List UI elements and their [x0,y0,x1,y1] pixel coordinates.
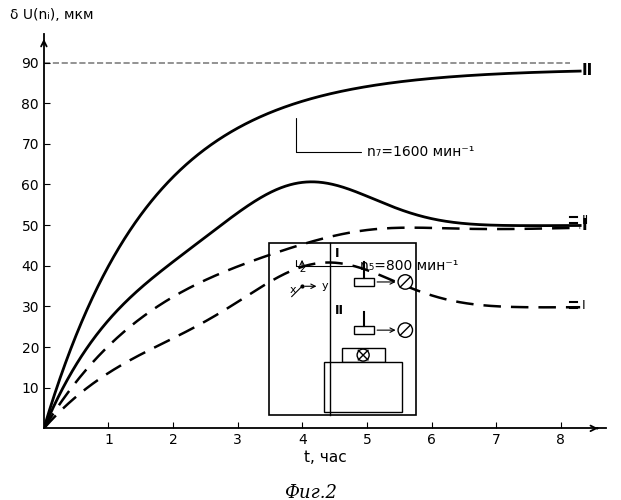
Text: I: I [581,298,585,312]
Text: Фиг.2: Фиг.2 [284,484,337,500]
Text: I: I [581,218,587,232]
Text: II: II [581,214,589,226]
Text: II: II [581,63,592,78]
Text: n₇=1600 мин⁻¹: n₇=1600 мин⁻¹ [296,118,474,159]
Text: n₅=800 мин⁻¹: n₅=800 мин⁻¹ [296,259,459,273]
X-axis label: t, час: t, час [304,450,347,465]
Y-axis label: δ U(nᵢ), мкм: δ U(nᵢ), мкм [10,8,94,22]
